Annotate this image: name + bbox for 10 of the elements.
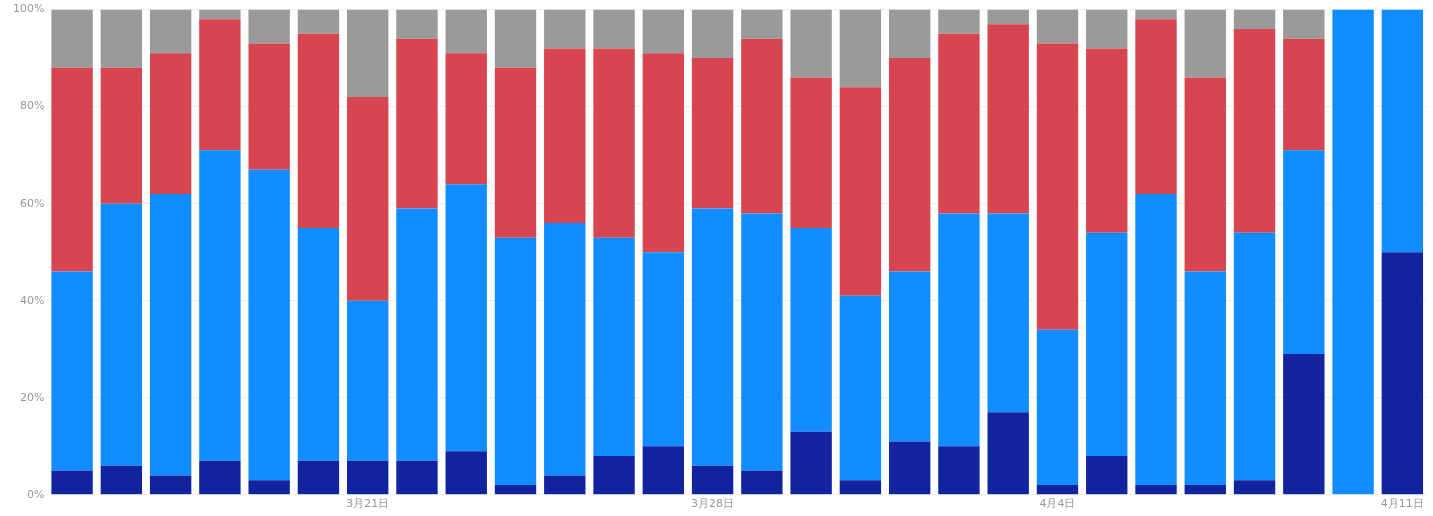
x-tick-label: 4月4日 [1039, 497, 1076, 511]
x-tick-label: 3月21日 [346, 497, 390, 511]
y-tick-label: 40% [19, 293, 45, 307]
y-tick-label: 20% [19, 390, 45, 404]
x-tick-label: 4月11日 [1380, 497, 1424, 511]
y-tick-label: 100% [12, 2, 45, 16]
x-tick-label: 3月28日 [691, 497, 735, 511]
y-tick-label: 80% [19, 99, 45, 113]
y-tick-label: 60% [19, 196, 45, 210]
y-tick-label: 0% [26, 487, 45, 501]
